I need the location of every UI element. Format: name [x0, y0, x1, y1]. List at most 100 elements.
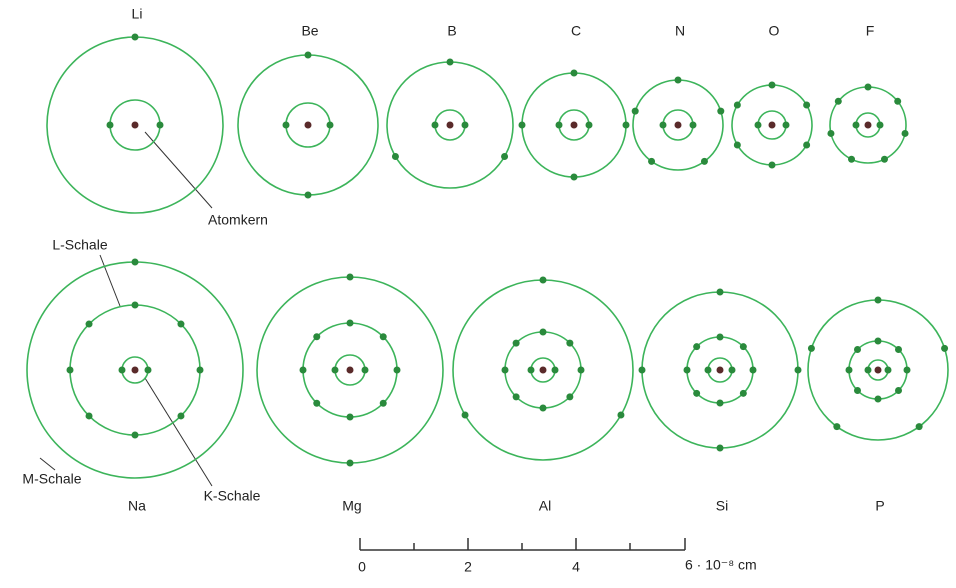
- nucleus: [305, 122, 312, 129]
- electron: [362, 367, 369, 374]
- electron: [132, 302, 139, 309]
- electron: [462, 412, 469, 419]
- nucleus: [571, 122, 578, 129]
- electron: [701, 158, 708, 165]
- electron: [86, 412, 93, 419]
- electron: [177, 321, 184, 328]
- electron: [827, 130, 834, 137]
- electron: [729, 367, 736, 374]
- scale-label: 2: [464, 559, 472, 575]
- electron: [717, 334, 724, 341]
- electron: [639, 367, 646, 374]
- nucleus: [875, 367, 882, 374]
- electron: [586, 122, 593, 129]
- electron: [632, 108, 639, 115]
- electron: [808, 345, 815, 352]
- electron: [835, 98, 842, 105]
- electron: [846, 367, 853, 374]
- electron: [132, 34, 139, 41]
- electron: [67, 367, 74, 374]
- electron: [854, 346, 861, 353]
- pointer-line: [145, 132, 212, 208]
- electron: [660, 122, 667, 129]
- electron: [833, 423, 840, 430]
- electron: [648, 158, 655, 165]
- electron: [769, 82, 776, 89]
- electron: [853, 122, 860, 129]
- nucleus: [769, 122, 776, 129]
- electron: [941, 345, 948, 352]
- electron: [875, 297, 882, 304]
- element-label: Mg: [342, 498, 361, 514]
- electron: [693, 343, 700, 350]
- electron: [119, 367, 126, 374]
- nucleus: [132, 367, 139, 374]
- electron: [803, 142, 810, 149]
- electron: [305, 52, 312, 59]
- electron: [347, 320, 354, 327]
- element-label: P: [875, 498, 884, 514]
- electron: [705, 367, 712, 374]
- electron: [145, 367, 152, 374]
- electron: [690, 122, 697, 129]
- electron: [895, 387, 902, 394]
- electron: [881, 156, 888, 163]
- electron: [283, 122, 290, 129]
- electron: [313, 333, 320, 340]
- electron: [571, 70, 578, 77]
- nucleus: [132, 122, 139, 129]
- electron: [380, 333, 387, 340]
- electron: [693, 390, 700, 397]
- electron: [885, 367, 892, 374]
- electron: [675, 77, 682, 84]
- electron: [347, 274, 354, 281]
- electron: [740, 343, 747, 350]
- diagram: Atomkern L-Schale K-Schale M-Schale 0 2 …: [0, 0, 956, 588]
- element-label: F: [866, 23, 875, 39]
- electron: [332, 367, 339, 374]
- electron: [305, 192, 312, 199]
- electron: [571, 174, 578, 181]
- annotation: K-Schale: [204, 488, 261, 504]
- electron: [513, 393, 520, 400]
- scale-label: 6 · 10⁻⁸ cm: [685, 557, 757, 573]
- electron: [717, 108, 724, 115]
- electron: [501, 153, 508, 160]
- electron: [513, 340, 520, 347]
- electron: [684, 367, 691, 374]
- pointer-line: [40, 458, 55, 470]
- electron: [528, 367, 535, 374]
- electron: [875, 396, 882, 403]
- element-label: Al: [539, 498, 551, 514]
- electron: [300, 367, 307, 374]
- electron: [566, 393, 573, 400]
- electron: [740, 390, 747, 397]
- electron: [540, 329, 547, 336]
- element-label: C: [571, 23, 581, 39]
- electron: [902, 130, 909, 137]
- electron: [566, 340, 573, 347]
- scale-bar: [360, 538, 685, 550]
- electron: [540, 277, 547, 284]
- element-label: Na: [128, 498, 146, 514]
- electron: [734, 142, 741, 149]
- electron: [734, 102, 741, 109]
- electron: [462, 122, 469, 129]
- electron: [197, 367, 204, 374]
- electron: [803, 102, 810, 109]
- electron: [894, 98, 901, 105]
- electron: [157, 122, 164, 129]
- electron: [519, 122, 526, 129]
- electron: [394, 367, 401, 374]
- electron: [447, 59, 454, 66]
- electron: [875, 338, 882, 345]
- electron: [578, 367, 585, 374]
- electron: [177, 412, 184, 419]
- element-label: B: [447, 23, 456, 39]
- nucleus: [717, 367, 724, 374]
- nucleus: [347, 367, 354, 374]
- electron: [717, 400, 724, 407]
- element-label: O: [769, 23, 780, 39]
- electron: [795, 367, 802, 374]
- annotation: L-Schale: [52, 237, 107, 253]
